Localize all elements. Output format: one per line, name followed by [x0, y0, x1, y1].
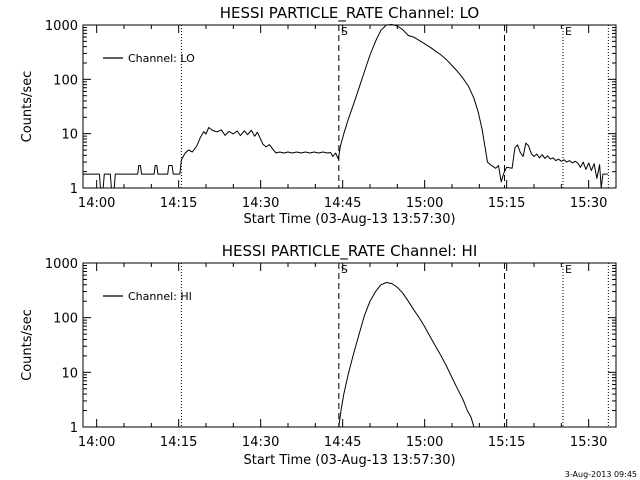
x-tick-label: 15:00	[406, 196, 443, 211]
marker-label-e: E	[565, 25, 572, 38]
x-tick-label: 14:15	[160, 435, 197, 450]
y-tick-label: 10	[61, 128, 78, 143]
y-tick-label: 1000	[45, 19, 78, 34]
chart-title: HESSI PARTICLE_RATE Channel: LO	[220, 4, 479, 23]
y-tick-label: 100	[53, 312, 78, 327]
x-tick-label: 14:00	[78, 435, 115, 450]
series-line	[338, 282, 475, 428]
marker-label-e: E	[565, 263, 572, 276]
y-tick-label: 1	[70, 182, 78, 197]
x-tick-label: 15:15	[488, 196, 525, 211]
y-tick-label: 10	[61, 366, 78, 381]
x-tick-label: 14:45	[324, 196, 361, 211]
plot-frame	[82, 24, 617, 189]
x-tick-label: 14:45	[324, 435, 361, 450]
x-tick-label: 14:15	[160, 196, 197, 211]
y-tick-label: 1	[70, 421, 78, 436]
series-line	[83, 24, 608, 189]
chart-title: HESSI PARTICLE_RATE Channel: HI	[222, 242, 478, 261]
plot-frame	[82, 262, 617, 428]
legend-label: Channel: HI	[128, 290, 192, 303]
y-axis-label: Counts/sec	[20, 309, 35, 381]
marker-label-s: S	[341, 25, 348, 38]
legend-label: Channel: LO	[128, 52, 195, 65]
x-tick-label: 15:00	[406, 435, 443, 450]
x-tick-label: 14:00	[78, 196, 115, 211]
chart-panel-1: HESSI PARTICLE_RATE Channel: LO 14:00 14:1…	[20, 4, 617, 227]
x-axis-label: Start Time (03-Aug-13 13:57:30)	[243, 453, 455, 468]
x-tick-label: 14:30	[242, 435, 279, 450]
x-tick-label: 15:30	[570, 435, 607, 450]
x-tick-label: 15:15	[488, 435, 525, 450]
x-tick-label: 15:30	[570, 196, 607, 211]
y-tick-label: 1000	[45, 257, 78, 272]
x-axis-label: Start Time (03-Aug-13 13:57:30)	[243, 212, 455, 227]
footer-timestamp: 3-Aug-2013 09:45	[565, 470, 637, 479]
y-axis-label: Counts/sec	[20, 71, 35, 143]
chart-panel-2: HESSI PARTICLE_RATE Channel: HI 14:00 14:1…	[20, 242, 617, 468]
marker-label-s: S	[341, 263, 348, 276]
x-tick-label: 14:30	[242, 196, 279, 211]
y-tick-label: 100	[53, 73, 78, 88]
